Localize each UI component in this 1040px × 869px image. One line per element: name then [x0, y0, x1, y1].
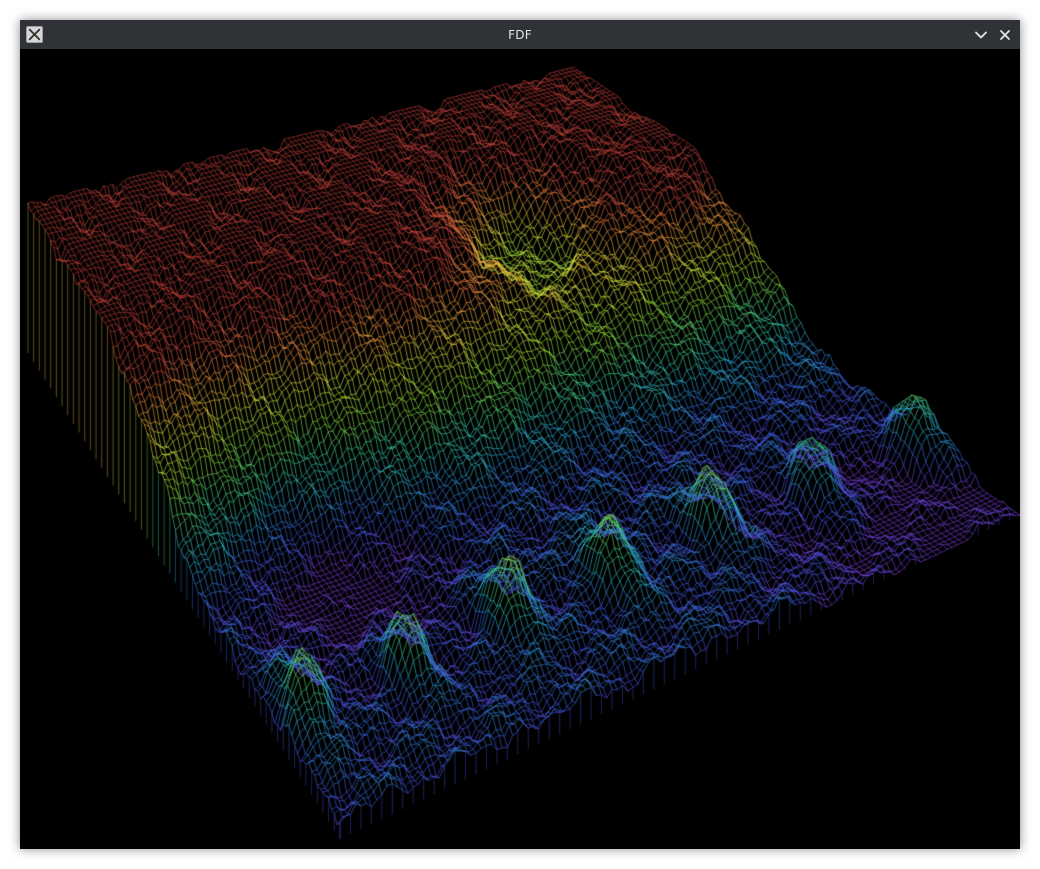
fdf-viewport[interactable]	[20, 49, 1020, 849]
window-controls	[974, 20, 1012, 49]
window-title: FDF	[508, 27, 532, 42]
titlebar[interactable]: FDF	[20, 20, 1020, 49]
x11-app-icon	[26, 26, 43, 43]
app-window: FDF	[20, 20, 1020, 849]
chevron-down-icon	[975, 31, 987, 38]
minimize-button[interactable]	[974, 28, 988, 42]
wireframe-terrain	[20, 49, 1020, 849]
close-button[interactable]	[998, 28, 1012, 42]
close-icon	[1000, 29, 1010, 40]
